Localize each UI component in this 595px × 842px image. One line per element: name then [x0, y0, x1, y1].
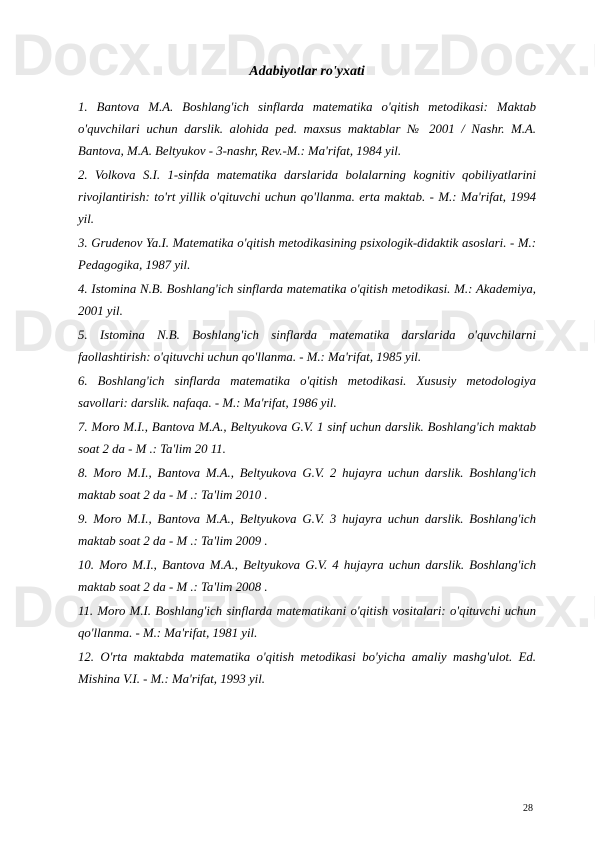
- reference-item: 10. Moro M.I., Bantova M.A., Beltyukova …: [78, 554, 536, 598]
- reference-item: 4. Istomina N.B. Boshlang'ich sinflarda …: [78, 278, 536, 322]
- reference-item: 1. Bantova M.A. Boshlang'ich sinflarda m…: [78, 96, 536, 162]
- document-content: Adabiyotlar ro'yxati 1. Bantova M.A. Bos…: [78, 64, 536, 692]
- reference-item: 12. O'rta maktabda matematika o'qitish m…: [78, 646, 536, 690]
- reference-item: 5. Istomina N.B. Boshlang'ich sinflarda …: [78, 324, 536, 368]
- page-number: 28: [523, 803, 533, 814]
- reference-item: 3. Grudenov Ya.I. Matematika o'qitish me…: [78, 232, 536, 276]
- reference-item: 11. Moro M.I. Boshlang'ich sinflarda mat…: [78, 600, 536, 644]
- reference-item: 6. Boshlang'ich sinflarda matematika o'q…: [78, 370, 536, 414]
- reference-item: 7. Moro M.I., Bantova M.A., Beltyukova G…: [78, 416, 536, 460]
- bibliography-title: Adabiyotlar ro'yxati: [78, 64, 536, 80]
- reference-item: 2. Volkova S.I. 1-sinfda matematika dars…: [78, 164, 536, 230]
- reference-item: 9. Moro M.I., Bantova M.A., Beltyukova G…: [78, 508, 536, 552]
- reference-item: 8. Moro M.I., Bantova M.A., Beltyukova G…: [78, 462, 536, 506]
